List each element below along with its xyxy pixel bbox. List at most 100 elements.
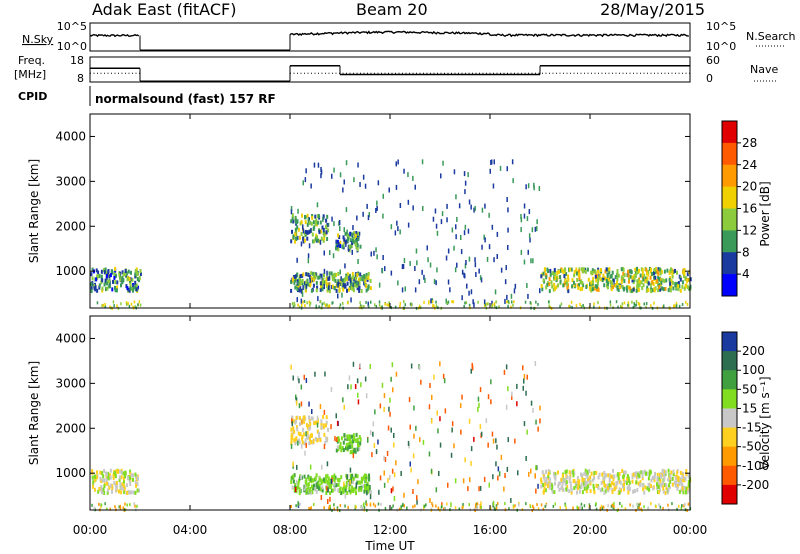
- scatter-cell: [470, 368, 472, 374]
- scatter-cell: [627, 273, 630, 278]
- scatter-cell: [651, 272, 654, 276]
- scatter-cell: [323, 233, 326, 238]
- scatter-cell: [427, 257, 429, 263]
- velocity-ylabel: Slant Range [km]: [27, 361, 41, 465]
- scatter-cell: [431, 502, 433, 505]
- scatter-cell: [469, 477, 471, 483]
- scatter-cell: [383, 470, 385, 476]
- scatter-cell: [124, 272, 127, 276]
- scatter-cell: [525, 184, 527, 190]
- scatter-cell: [342, 287, 345, 292]
- scatter-cell: [96, 288, 99, 293]
- scatter-cell: [657, 490, 660, 495]
- scatter-cell: [430, 298, 432, 304]
- scatter-cell: [339, 488, 341, 493]
- scatter-cell: [388, 187, 390, 193]
- scatter-cell: [638, 283, 641, 288]
- scatter-cell: [681, 280, 684, 285]
- scatter-cell: [662, 473, 665, 478]
- power-ylabel: Slant Range [km]: [27, 159, 41, 263]
- scatter-cell: [348, 488, 351, 493]
- scatter-cell: [329, 496, 331, 502]
- scatter-cell: [549, 268, 552, 273]
- scatter-cell: [389, 411, 391, 417]
- scatter-cell: [676, 470, 679, 475]
- scatter-cell: [303, 484, 306, 489]
- scatter-cell: [350, 297, 352, 303]
- scatter-cell: [542, 278, 545, 283]
- scatter-cell: [290, 219, 293, 224]
- scatter-cell: [354, 486, 357, 491]
- scatter-cell: [94, 287, 97, 292]
- scatter-cell: [98, 285, 101, 290]
- freq-tick-bottom: 8: [77, 72, 84, 85]
- scatter-cell: [653, 301, 655, 305]
- scatter-cell: [359, 363, 361, 369]
- scatter-cell: [127, 301, 129, 305]
- scatter-cell: [667, 488, 670, 493]
- scatter-cell: [399, 304, 401, 308]
- scatter-cell: [343, 486, 346, 491]
- scatter-cell: [450, 452, 453, 458]
- scatter-cell: [367, 305, 370, 309]
- scatter-cell: [118, 478, 121, 483]
- scatter-cell: [313, 421, 316, 426]
- scatter-cell: [412, 505, 414, 509]
- scatter-cell: [541, 470, 544, 475]
- scatter-cell: [645, 302, 648, 305]
- scatter-cell: [136, 474, 139, 479]
- scatter-cell: [465, 260, 467, 265]
- scatter-cell: [351, 271, 354, 276]
- scatter-cell: [661, 286, 663, 291]
- scatter-cell: [577, 285, 580, 290]
- scatter-cell: [351, 241, 354, 245]
- scatter-cell: [360, 505, 363, 509]
- scatter-cell: [551, 486, 553, 491]
- scatter-cell: [293, 275, 296, 279]
- scatter-cell: [650, 502, 652, 506]
- scatter-cell: [503, 369, 506, 375]
- scatter-cell: [302, 432, 305, 437]
- scatter-cell: [357, 236, 360, 241]
- scatter-cell: [672, 469, 675, 474]
- scatter-cell: [644, 276, 647, 281]
- scatter-cell: [123, 476, 125, 481]
- scatter-cell: [580, 305, 583, 309]
- scatter-cell: [686, 490, 689, 495]
- scatter-cell: [328, 505, 331, 509]
- scatter-cell: [394, 230, 397, 236]
- scatter-cell: [323, 301, 325, 305]
- scatter-cell: [308, 300, 310, 304]
- scatter-cell: [611, 270, 614, 275]
- scatter-cell: [562, 488, 565, 493]
- scatter-cell: [510, 293, 513, 299]
- scatter-cell: [349, 479, 351, 485]
- scatter-cell: [520, 214, 522, 219]
- scatter-cell: [553, 268, 556, 272]
- scatter-cell: [379, 475, 382, 481]
- scatter-cell: [363, 473, 366, 478]
- scatter-cell: [536, 226, 538, 232]
- scatter-cell: [496, 231, 499, 237]
- scatter-cell: [635, 480, 638, 485]
- scatter-cell: [552, 471, 555, 476]
- scatter-cell: [642, 487, 645, 492]
- scatter-cell: [467, 172, 469, 178]
- scatter-cell: [106, 281, 108, 286]
- scatter-cell: [410, 467, 412, 473]
- scatter-cell: [513, 300, 515, 304]
- scatter-cell: [636, 284, 639, 289]
- scatter-cell: [549, 305, 551, 309]
- scatter-cell: [586, 484, 589, 489]
- scatter-cell: [609, 279, 612, 284]
- scatter-cell: [320, 169, 323, 175]
- scatter-cell: [106, 507, 108, 511]
- scatter-cell: [669, 288, 672, 293]
- scatter-cell: [374, 303, 376, 307]
- scatter-cell: [618, 487, 621, 492]
- scatter-cell: [520, 217, 523, 223]
- scatter-cell: [136, 488, 139, 493]
- scatter-cell: [294, 420, 297, 425]
- scatter-cell: [581, 490, 584, 495]
- scatter-cell: [669, 281, 672, 286]
